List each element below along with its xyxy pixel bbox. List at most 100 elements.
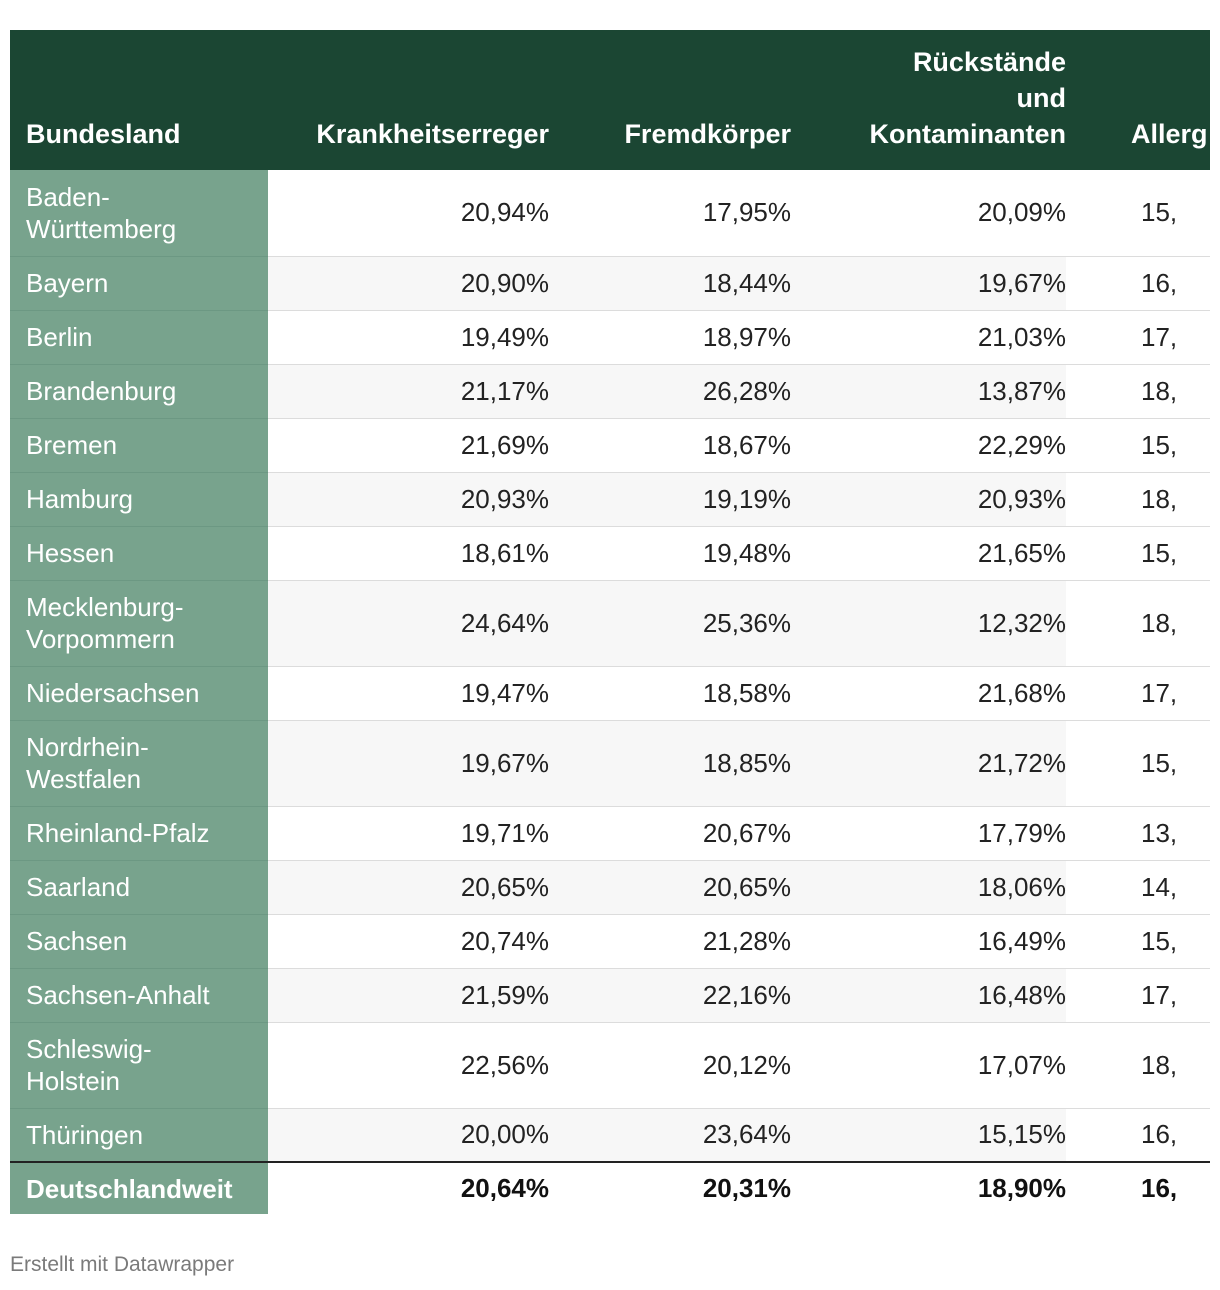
header-line: Bundesland xyxy=(26,119,181,149)
row-label: Thüringen xyxy=(10,1108,268,1163)
table-cell: 18, xyxy=(1066,580,1210,667)
total-value: 20,31% xyxy=(549,1161,791,1214)
table-row: Schleswig- Holstein 22,56% 20,12% 17,07% 18, xyxy=(10,1022,1210,1109)
table-header: Bundesland Krankheitserreger Fremdkörper… xyxy=(10,30,1210,170)
table-cell: 17,95% xyxy=(549,170,791,257)
table-cell: 20,09% xyxy=(791,170,1066,257)
total-value: 16, xyxy=(1066,1161,1210,1214)
table-cell: 19,47% xyxy=(268,666,549,721)
row-label: Sachsen xyxy=(10,914,268,969)
row-label: Hessen xyxy=(10,526,268,581)
row-label-line: Sachsen-Anhalt xyxy=(26,980,210,1010)
column-header-rueckstaende[interactable]: Rückstände und Kontaminanten xyxy=(791,30,1066,170)
table-cell: 18,85% xyxy=(549,720,791,807)
table-cell: 20,65% xyxy=(268,860,549,915)
row-label-line: Bayern xyxy=(26,268,109,298)
table-cell: 22,16% xyxy=(549,968,791,1023)
table-cell: 20,93% xyxy=(268,472,549,527)
table-cell: 16,49% xyxy=(791,914,1066,969)
table-cell: 20,94% xyxy=(268,170,549,257)
row-label: Bayern xyxy=(10,256,268,311)
column-header-krankheitserreger[interactable]: Krankheitserreger xyxy=(268,30,549,170)
row-label-line: Württemberg xyxy=(26,213,177,244)
table-cell: 26,28% xyxy=(549,364,791,419)
row-label: Mecklenburg- Vorpommern xyxy=(10,580,268,667)
table-footer: Deutschlandweit 20,64% 20,31% 18,90% 16, xyxy=(10,1161,1210,1214)
table-row: Bremen 21,69% 18,67% 22,29% 15, xyxy=(10,418,1210,473)
table-cell: 18,44% xyxy=(549,256,791,311)
row-label-line: Nordrhein- xyxy=(26,732,149,762)
row-label: Saarland xyxy=(10,860,268,915)
row-label-line: Baden- xyxy=(26,181,110,212)
row-label-line: Westfalen xyxy=(26,764,142,794)
table-cell: 13,87% xyxy=(791,364,1066,419)
table-row: Sachsen-Anhalt 21,59% 22,16% 16,48% 17, xyxy=(10,968,1210,1023)
table-row: Berlin 19,49% 18,97% 21,03% 17, xyxy=(10,310,1210,365)
row-label: Baden- Württemberg xyxy=(10,170,268,257)
table-cell: 15, xyxy=(1066,914,1210,969)
table-cell: 24,64% xyxy=(268,580,549,667)
datawrapper-credit[interactable]: Erstellt mit Datawrapper xyxy=(10,1253,235,1276)
row-label: Sachsen-Anhalt xyxy=(10,968,268,1023)
row-label-line: Berlin xyxy=(26,322,93,352)
row-label-line: Niedersachsen xyxy=(26,678,200,708)
table-cell: 15, xyxy=(1066,418,1210,473)
table-cell: 23,64% xyxy=(549,1108,791,1163)
row-label-line: Schleswig- xyxy=(26,1034,152,1064)
table-cell: 15, xyxy=(1066,526,1210,581)
row-label: Rheinland-Pfalz xyxy=(10,806,268,861)
table-row: Rheinland-Pfalz 19,71% 20,67% 17,79% 13, xyxy=(10,806,1210,861)
table-cell: 20,12% xyxy=(549,1022,791,1109)
table-row: Sachsen 20,74% 21,28% 16,49% 15, xyxy=(10,914,1210,969)
table-cell: 17, xyxy=(1066,310,1210,365)
total-value: 20,64% xyxy=(268,1161,549,1214)
table-cell: 18,06% xyxy=(791,860,1066,915)
table-row: Mecklenburg- Vorpommern 24,64% 25,36% 12,32%… xyxy=(10,580,1210,667)
table-cell: 21,28% xyxy=(549,914,791,969)
column-header-fremdkoerper[interactable]: Fremdkörper xyxy=(549,30,791,170)
table-row: Niedersachsen 19,47% 18,58% 21,68% 17, xyxy=(10,666,1210,721)
table-cell: 20,67% xyxy=(549,806,791,861)
table-cell: 19,49% xyxy=(268,310,549,365)
data-table: Bundesland Krankheitserreger Fremdkörper… xyxy=(10,30,1210,1214)
table-cell: 12,32% xyxy=(791,580,1066,667)
table-cell: 20,90% xyxy=(268,256,549,311)
table-cell: 21,17% xyxy=(268,364,549,419)
row-label-line: Rheinland-Pfalz xyxy=(26,818,210,848)
table-cell: 19,67% xyxy=(268,720,549,807)
table-row: Nordrhein- Westfalen 19,67% 18,85% 21,72% 15, xyxy=(10,720,1210,807)
table-row: Hessen 18,61% 19,48% 21,65% 15, xyxy=(10,526,1210,581)
table-cell: 21,72% xyxy=(791,720,1066,807)
table-cell: 20,00% xyxy=(268,1108,549,1163)
row-label-line: Thüringen xyxy=(26,1119,144,1150)
table-cell: 19,71% xyxy=(268,806,549,861)
column-header-allergene[interactable]: Allerg xyxy=(1066,30,1210,170)
table-row: Bayern 20,90% 18,44% 19,67% 16, xyxy=(10,256,1210,311)
table-cell: 13, xyxy=(1066,806,1210,861)
table-cell: 14, xyxy=(1066,860,1210,915)
table-cell: 22,29% xyxy=(791,418,1066,473)
row-label-line: Hamburg xyxy=(26,484,133,514)
row-label: Hamburg xyxy=(10,472,268,527)
total-value: 18,90% xyxy=(791,1161,1066,1214)
row-label: Nordrhein- Westfalen xyxy=(10,720,268,807)
table-cell: 18,67% xyxy=(549,418,791,473)
column-header-bundesland[interactable]: Bundesland xyxy=(10,30,268,170)
row-label-line: Bremen xyxy=(26,430,118,460)
total-row-label: Deutschlandweit xyxy=(10,1161,268,1214)
table-cell: 16, xyxy=(1066,1108,1210,1163)
table-cell: 20,93% xyxy=(791,472,1066,527)
row-label-line: Holstein xyxy=(26,1066,120,1096)
table-cell: 17,79% xyxy=(791,806,1066,861)
table-body: Baden- Württemberg 20,94% 17,95% 20,09% 15, Ba… xyxy=(10,170,1210,1163)
table-cell: 19,67% xyxy=(791,256,1066,311)
table-cell: 17, xyxy=(1066,968,1210,1023)
header-line: Rückstände xyxy=(912,47,1066,77)
header-line: Krankheitserreger xyxy=(316,119,549,149)
table-cell: 18,58% xyxy=(549,666,791,721)
row-label: Bremen xyxy=(10,418,268,473)
table-cell: 18,61% xyxy=(268,526,549,581)
table-cell: 15, xyxy=(1066,170,1210,257)
header-row: Bundesland Krankheitserreger Fremdkörper… xyxy=(10,30,1210,170)
table-cell: 20,74% xyxy=(268,914,549,969)
